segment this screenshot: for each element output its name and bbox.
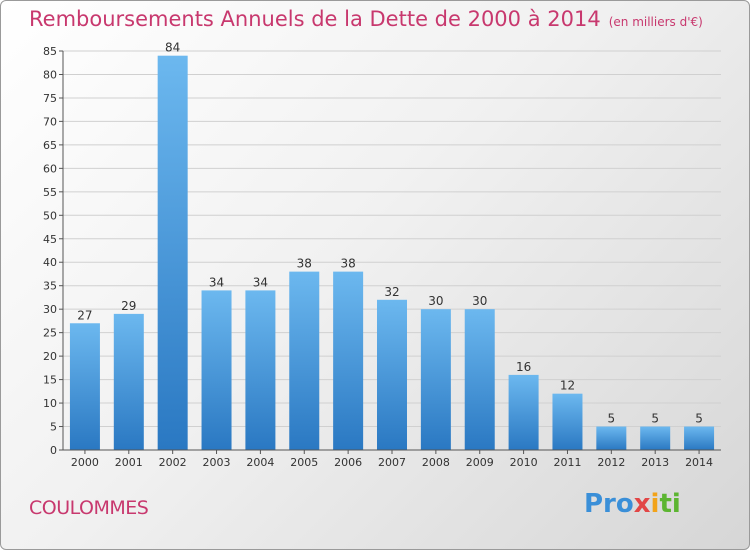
x-tick-label: 2007 <box>378 456 406 469</box>
x-axis: 2000 2001 2002 2003 2004 2005 2006 2007 2008 2009… <box>63 449 721 469</box>
y-tick-label: 40 <box>43 256 57 269</box>
x-tick-label: 2009 <box>466 456 494 469</box>
bar <box>245 290 276 450</box>
y-tick-label: 10 <box>43 397 57 410</box>
y-tick-label: 85 <box>43 45 57 58</box>
bar-value-label: 38 <box>340 257 355 271</box>
bar-value-label: 30 <box>428 294 443 308</box>
bar-value-label: 34 <box>209 275 224 289</box>
bar <box>333 271 364 450</box>
y-tick-label: 5 <box>50 421 57 434</box>
commune-name: COULOMMES <box>29 497 149 519</box>
bar <box>684 426 715 450</box>
bar <box>157 55 188 450</box>
bar-value-label: 12 <box>560 379 575 393</box>
logo-part-1: Pro <box>584 489 634 519</box>
x-tick-label: 2006 <box>334 456 362 469</box>
bar <box>596 426 627 450</box>
bar-value-label: 5 <box>695 412 703 426</box>
logo-part-3: i <box>650 489 660 519</box>
y-tick-label: 45 <box>43 233 57 246</box>
x-tick-label: 2002 <box>159 456 187 469</box>
bar <box>113 313 144 450</box>
bar-value-label: 32 <box>384 285 399 299</box>
x-tick-label: 2013 <box>641 456 669 469</box>
x-tick-label: 2010 <box>510 456 538 469</box>
x-tick-label: 2003 <box>203 456 231 469</box>
x-tick-label: 2000 <box>71 456 99 469</box>
bar <box>377 299 407 450</box>
y-tick-label: 80 <box>43 68 57 81</box>
y-axis: 0 5 10 15 20 25 30 35 40 45 50 55 60 65 70 75 80 85 <box>43 45 64 457</box>
x-tick-label: 2001 <box>115 456 143 469</box>
x-tick-label: 2005 <box>290 456 318 469</box>
bar <box>464 309 495 450</box>
x-tick-label: 2012 <box>597 456 625 469</box>
bar <box>69 323 100 450</box>
bar-value-label: 5 <box>651 412 659 426</box>
logo-part-2: x <box>633 489 651 519</box>
bar-value-label: 16 <box>516 360 531 374</box>
y-tick-label: 35 <box>43 280 57 293</box>
y-tick-label: 60 <box>43 162 57 175</box>
y-tick-label: 55 <box>43 186 57 199</box>
y-tick-label: 20 <box>43 350 57 363</box>
bar <box>640 426 671 450</box>
bars: 27 29 84 34 34 38 38 32 30 30 16 12 5 5 5 <box>69 41 715 450</box>
x-tick-label: 2008 <box>422 456 450 469</box>
y-tick-label: 65 <box>43 139 57 152</box>
bar <box>201 290 232 450</box>
y-tick-label: 70 <box>43 115 57 128</box>
y-tick-label: 50 <box>43 209 57 222</box>
x-tick-label: 2014 <box>685 456 713 469</box>
bar-value-label: 84 <box>165 41 180 55</box>
y-tick-label: 25 <box>43 327 57 340</box>
bar-value-label: 5 <box>608 412 616 426</box>
bar-value-label: 27 <box>77 308 92 322</box>
bar <box>508 374 539 450</box>
bar-value-label: 38 <box>297 257 312 271</box>
bar-value-label: 34 <box>253 275 268 289</box>
bar <box>289 271 320 450</box>
chart-unit: (en milliers d'€) <box>608 15 703 29</box>
bar-value-label: 29 <box>121 299 136 313</box>
y-tick-label: 30 <box>43 303 57 316</box>
chart-title-text: Remboursements Annuels de la Dette de 20… <box>29 7 601 31</box>
bar-value-label: 30 <box>472 294 487 308</box>
chart-title: Remboursements Annuels de la Dette de 20… <box>29 7 703 31</box>
y-tick-label: 0 <box>50 444 57 457</box>
proxiti-logo: Proxiti <box>584 489 681 519</box>
x-tick-label: 2011 <box>553 456 581 469</box>
logo-part-4: ti <box>659 489 681 519</box>
bar <box>420 309 451 450</box>
bar <box>552 393 583 450</box>
y-tick-label: 75 <box>43 92 57 105</box>
y-tick-label: 15 <box>43 374 57 387</box>
x-tick-label: 2004 <box>246 456 274 469</box>
